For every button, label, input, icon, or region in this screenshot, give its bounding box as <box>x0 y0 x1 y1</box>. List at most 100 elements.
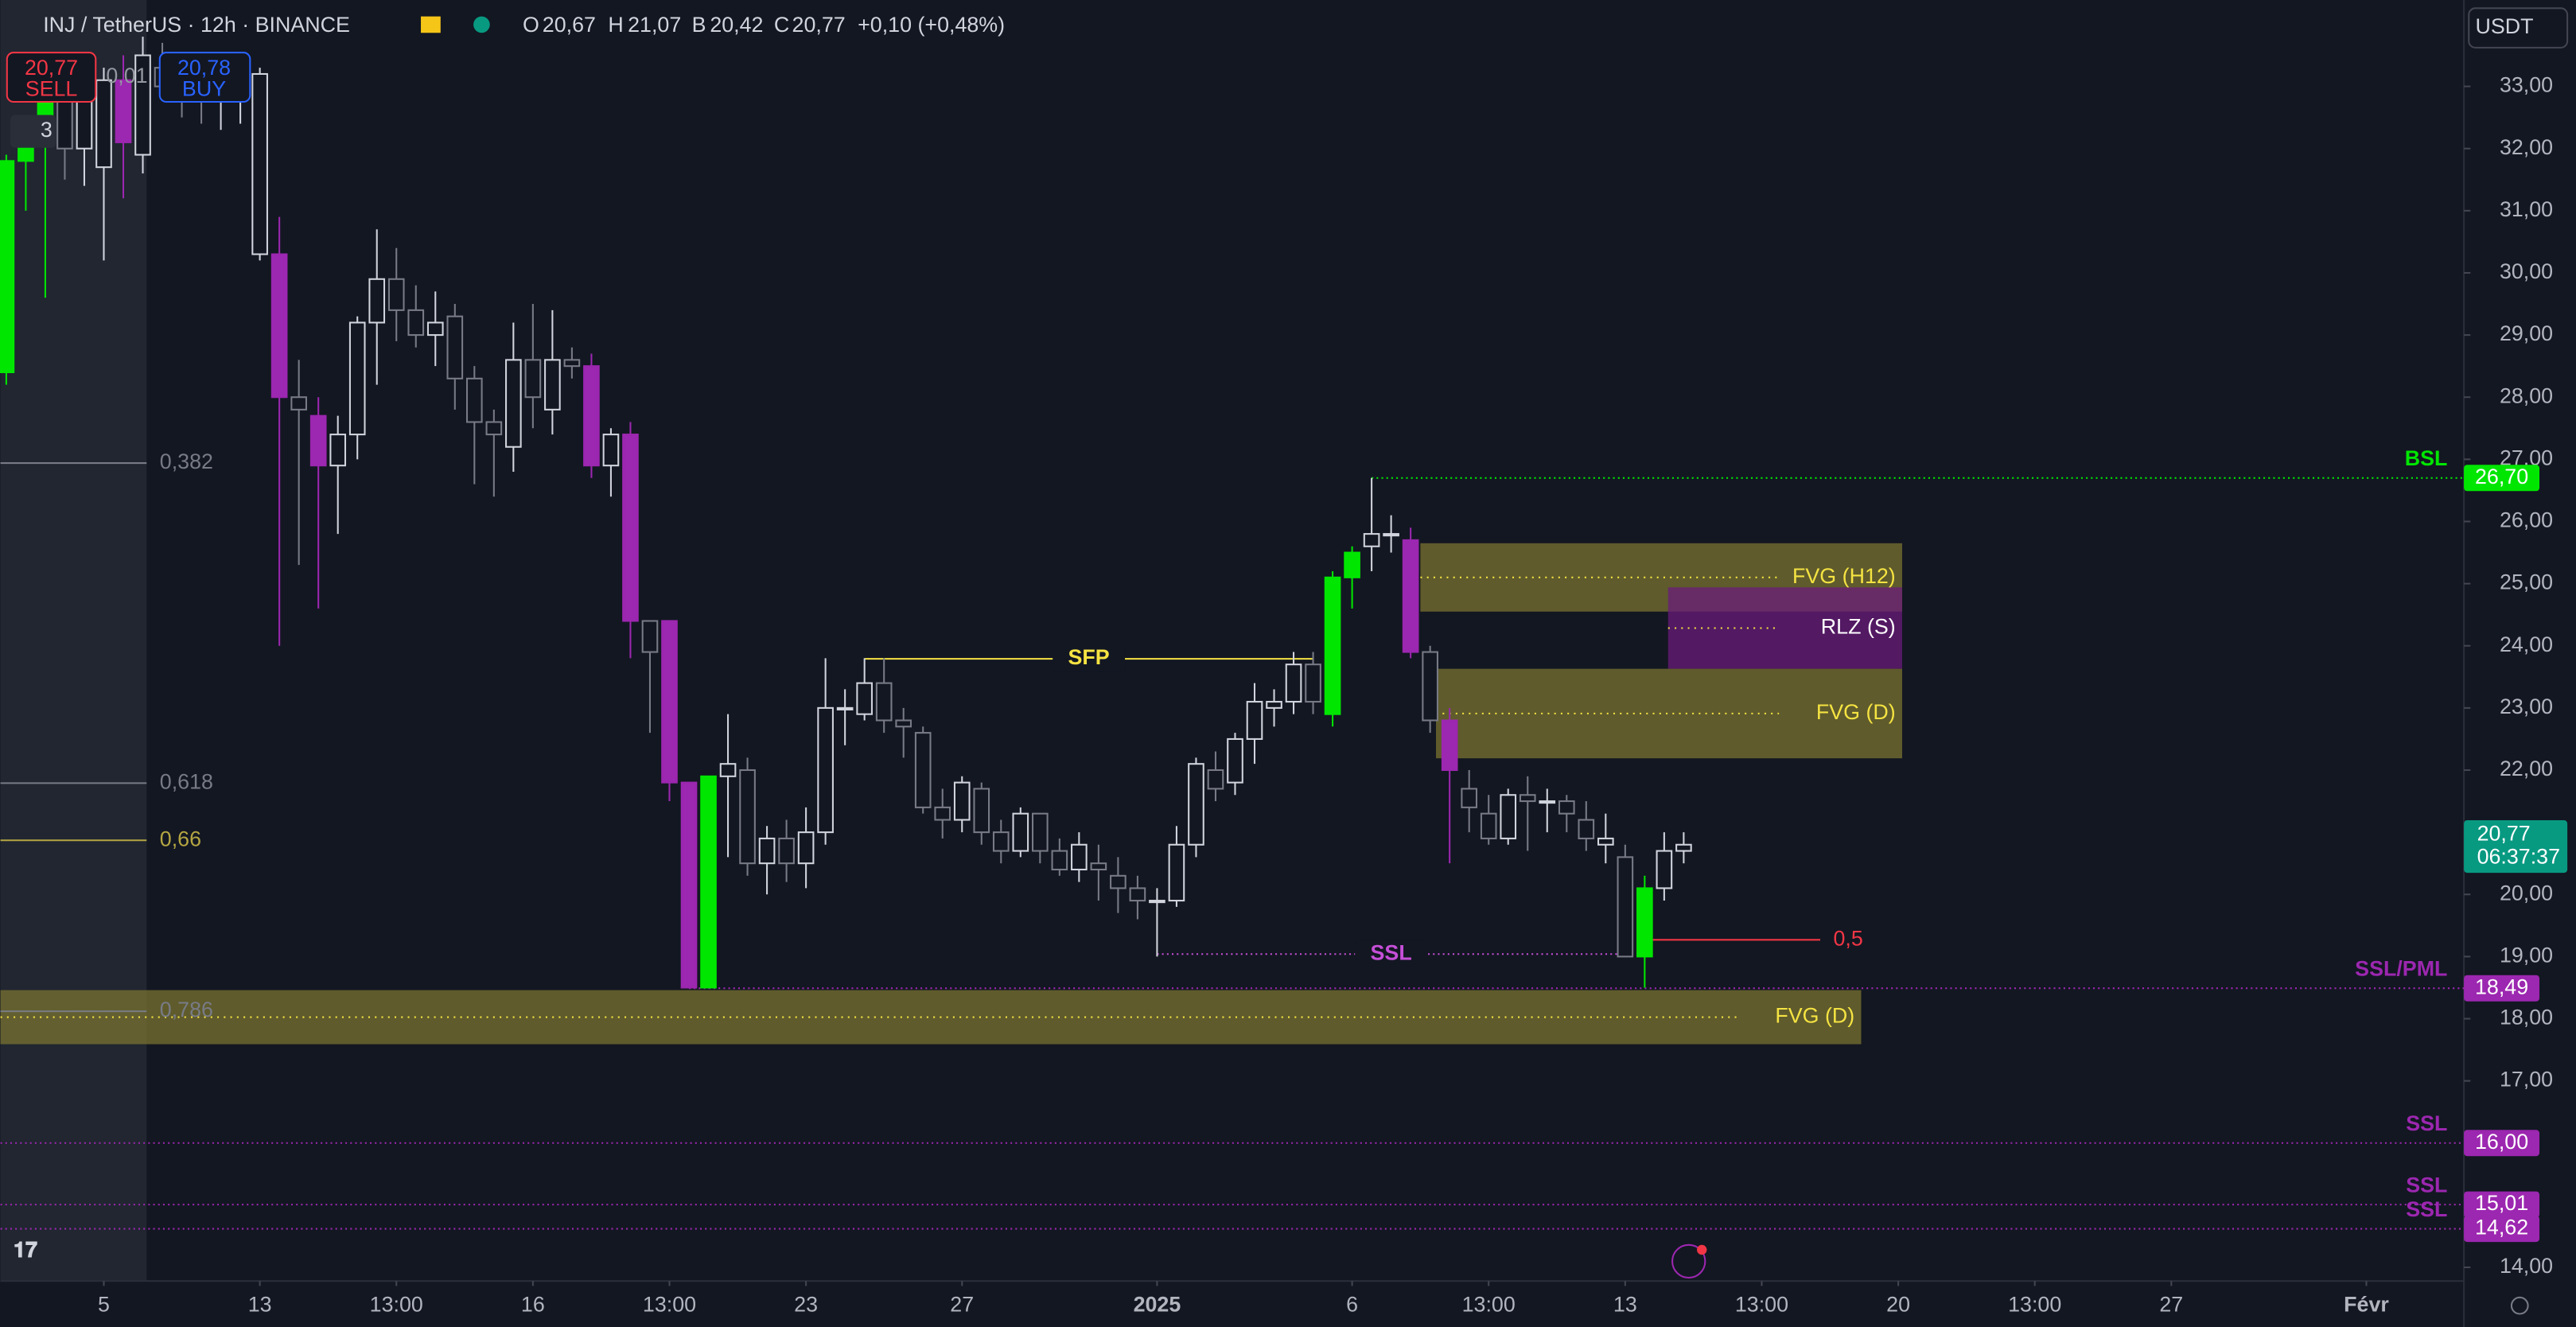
candle-body <box>368 278 386 324</box>
candle-body <box>1344 551 1360 578</box>
y-tick-label: 28,00 <box>2500 383 2553 407</box>
candle-body <box>817 706 834 834</box>
candle-body <box>1422 651 1438 722</box>
candle-body <box>446 315 464 379</box>
zone-label: RLZ (S) <box>1821 615 1896 639</box>
candle-body <box>1305 664 1321 703</box>
candle-body <box>1285 664 1302 703</box>
candle-body <box>485 421 503 436</box>
ohlc-label: C <box>774 13 789 37</box>
ohlc-value: 20,42 <box>710 13 763 37</box>
indicators-count[interactable]: 3 <box>41 118 53 142</box>
segment-label: 0,5 <box>1834 926 1863 950</box>
buy-button[interactable] <box>158 52 251 103</box>
level-label: SSL <box>2406 1173 2447 1197</box>
x-tick-label: Févr <box>2344 1292 2389 1316</box>
candle-body <box>1246 701 1263 740</box>
candle-body <box>1227 737 1243 784</box>
x-tick-label: 20 <box>1886 1292 1910 1316</box>
currency-select[interactable] <box>2468 7 2569 49</box>
candle-body <box>973 788 990 834</box>
y-tick-label: 14,00 <box>2500 1254 2553 1278</box>
price-badge-label: 14,62 <box>2475 1216 2528 1239</box>
zone-label: FVG (H12) <box>1792 564 1896 588</box>
level-label: SSL <box>2406 1111 2447 1135</box>
candle-body <box>875 682 893 722</box>
candle-body <box>602 434 620 467</box>
candle-body <box>1558 800 1575 815</box>
candle-body <box>1168 843 1185 902</box>
candle-body <box>992 831 1010 852</box>
x-tick-label: 23 <box>794 1292 818 1316</box>
currency[interactable]: USDT <box>2476 14 2534 38</box>
change: +0,10 (+0,48%) <box>858 13 1005 37</box>
buy-price[interactable]: 20,78 <box>177 56 231 80</box>
candle-body <box>622 434 639 622</box>
candle-body <box>1207 769 1224 790</box>
y-tick-label: 24,00 <box>2500 632 2553 656</box>
level-label: BSL <box>2405 446 2448 470</box>
settings-icon[interactable] <box>2510 1296 2529 1315</box>
candle-body <box>1656 850 1673 889</box>
fib-label: 0,382 <box>160 449 213 473</box>
candle-body <box>739 769 756 865</box>
y-tick-label: 17,00 <box>2500 1068 2553 1092</box>
symbol[interactable]: INJ / TetherUS · 12h · BINANCE <box>43 13 350 37</box>
candle-body <box>1578 819 1595 839</box>
candle-body <box>544 359 561 411</box>
y-tick-label: 26,00 <box>2500 508 2553 532</box>
candle-body <box>56 98 73 150</box>
candle-body <box>836 706 854 710</box>
flag-icon[interactable] <box>421 16 441 33</box>
candle-body <box>1051 850 1068 871</box>
ohlc-label: B <box>692 13 706 37</box>
candle-body <box>1402 539 1419 653</box>
x-tick-label: 13:00 <box>370 1292 423 1316</box>
candle-body <box>1500 794 1517 839</box>
candle-body <box>641 620 659 653</box>
buy-label[interactable]: BUY <box>182 77 226 101</box>
candle-body <box>778 837 795 865</box>
candle-body <box>953 781 971 821</box>
alert-icon[interactable] <box>1671 1243 1706 1279</box>
candle-body <box>1090 862 1107 871</box>
sell-price[interactable]: 20,77 <box>25 56 78 80</box>
x-tick-label: 27 <box>950 1292 974 1316</box>
y-tick-label: 25,00 <box>2500 570 2553 594</box>
candle-body <box>348 321 366 436</box>
zone <box>0 990 1862 1045</box>
sell-label[interactable]: SELL <box>25 77 78 101</box>
y-tick-label: 18,00 <box>2500 1006 2553 1029</box>
x-tick-label: 5 <box>98 1292 110 1316</box>
candle-body <box>1012 812 1029 852</box>
x-tick-label: 13 <box>248 1292 272 1316</box>
x-tick-label: 6 <box>1346 1292 1358 1316</box>
indicators-toggle[interactable] <box>10 115 56 148</box>
price-badge <box>2464 1130 2540 1157</box>
sell-button[interactable] <box>6 52 97 103</box>
segment-label-bg <box>1053 645 1126 672</box>
candle-body <box>407 309 425 337</box>
zone-label: FVG (D) <box>1775 1004 1854 1028</box>
fib-label: 0,786 <box>160 998 213 1022</box>
candle-body <box>856 682 873 715</box>
y-tick-label: 30,00 <box>2500 259 2553 283</box>
level-label: SSL/PML <box>2355 957 2447 981</box>
candle-body <box>1149 900 1165 904</box>
candle-body <box>465 377 483 423</box>
zone <box>1667 587 1902 669</box>
y-tick-label: 20,00 <box>2500 881 2553 905</box>
spread: 0,01 <box>106 64 147 88</box>
y-tick-label: 31,00 <box>2500 197 2553 221</box>
plot: 33,0032,0031,0030,0029,0028,0027,0026,00… <box>0 37 2568 1316</box>
candle-body <box>914 732 932 808</box>
candle-body <box>387 278 405 311</box>
price-badge <box>2464 1216 2540 1243</box>
candle-body <box>0 160 15 374</box>
candle-body <box>1363 533 1380 547</box>
countdown: 06:37:37 <box>2477 845 2560 869</box>
segment-label: SFP <box>1068 645 1110 669</box>
fib-label: 0,66 <box>160 827 201 850</box>
price-badge-label: 15,01 <box>2475 1191 2528 1215</box>
x-tick-label: 13 <box>1613 1292 1637 1316</box>
